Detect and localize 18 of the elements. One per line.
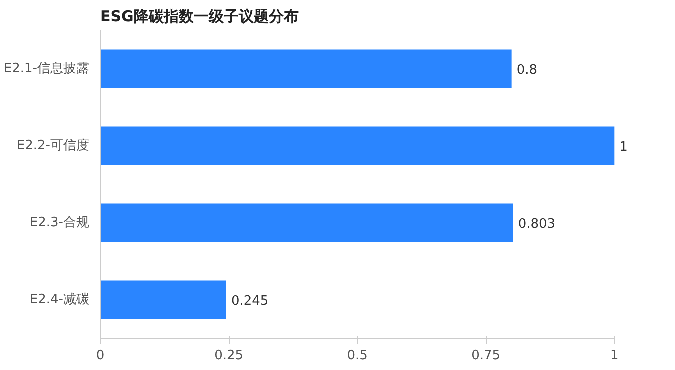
y-tick-label: E2.2-可信度 [16,138,90,154]
data-label: 0.803 [518,217,556,232]
x-tick-label: 0 [96,348,105,364]
bar [100,204,514,242]
bar [100,280,226,320]
chart-title: ESG降碳指数一级子议题分布 [100,8,299,26]
x-tick-label: 0.75 [472,348,501,364]
x-tick-label: 1 [610,348,619,364]
data-label: 0.8 [516,63,538,78]
bar [100,126,615,166]
data-label: 0.245 [231,294,269,309]
x-tick-label: 0.25 [214,348,244,364]
y-tick-label: E2.4-减碳 [30,292,90,308]
y-tick-label: E2.3-合规 [30,216,90,230]
x-tick-label: 0.5 [347,348,368,364]
y-tick-label: E2.1-信息披露 [4,62,90,76]
bar [100,50,512,88]
data-label: 1 [620,140,628,155]
